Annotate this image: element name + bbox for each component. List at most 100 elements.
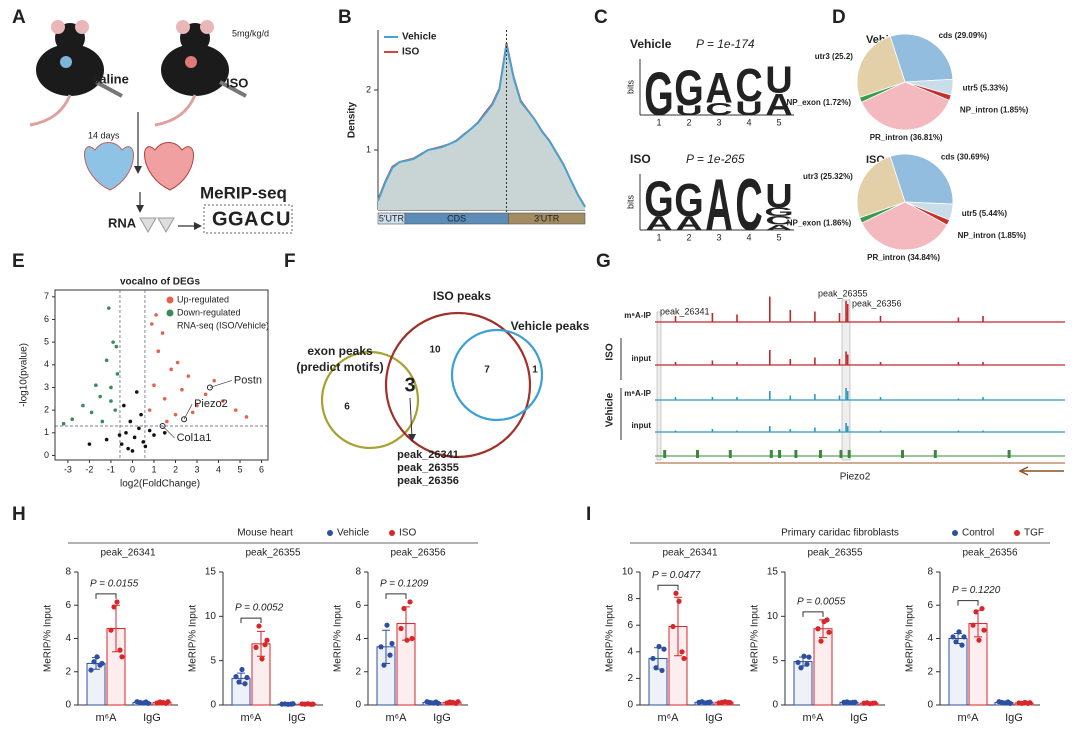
y-tick-label: 4 (355, 633, 361, 644)
point (130, 449, 135, 453)
density-area (378, 45, 585, 210)
point (981, 627, 987, 633)
region-label: CDS (447, 213, 466, 223)
point (795, 659, 801, 666)
point (154, 313, 158, 317)
slice-label: PR_intron (36.81%) (870, 133, 943, 142)
track-label: input (631, 354, 651, 363)
point (124, 431, 128, 435)
logo-letter: U (765, 176, 792, 215)
legend-label: ISO (402, 47, 419, 58)
exon (728, 450, 732, 458)
point (113, 408, 118, 412)
gene-label: Piezo2 (840, 472, 871, 483)
peak-label: peak_26341 (660, 306, 710, 316)
point (455, 699, 461, 705)
point (679, 649, 685, 655)
logo-letter: U (735, 98, 762, 119)
point (656, 643, 662, 650)
gene-label: Piezo2 (194, 398, 228, 410)
bar (948, 638, 968, 706)
gene-point (181, 416, 188, 423)
point (653, 665, 659, 671)
legend-marker (389, 530, 395, 536)
point (119, 442, 124, 446)
point (128, 419, 133, 424)
point (387, 652, 393, 658)
axis-title: MeRIP/% Input (43, 605, 54, 672)
point (953, 639, 959, 645)
point (659, 667, 665, 674)
legend-label: Control (962, 528, 994, 539)
point (384, 622, 390, 628)
peak-label: peak_26355 (818, 288, 868, 298)
slice-label: NP_intron (1.85%) (960, 106, 1029, 115)
panel-label: B (338, 7, 352, 28)
logo-letter: A (705, 66, 732, 112)
region-label: 3'UTR (534, 213, 560, 223)
p-value: P = 1e-174 (696, 37, 755, 51)
y-tick-label: 2 (65, 666, 71, 677)
point (959, 642, 965, 648)
legend-label: TGF (1024, 528, 1044, 539)
logo-letter: G (674, 174, 703, 225)
y-tick-label: 3 (44, 382, 49, 392)
point (661, 646, 667, 652)
slice-label: NP_exon (1.86%) (787, 219, 852, 228)
x-tick-label: 2 (686, 117, 691, 127)
y-tick-label: 6 (65, 600, 71, 611)
exon (769, 450, 773, 458)
region-label: 5'UTR (379, 213, 405, 223)
p-value: P = 0.1209 (380, 579, 429, 590)
count: 1 (532, 365, 538, 376)
exon (933, 450, 937, 458)
chart-title: peak_26341 (662, 548, 717, 559)
panel-label: H (12, 504, 26, 525)
panel-title: Mouse heart (237, 528, 293, 539)
y-tick-label: 8 (627, 593, 633, 604)
exon (696, 450, 699, 458)
count: 10 (429, 345, 441, 356)
point (152, 383, 156, 388)
legend-marker (952, 530, 958, 536)
gene-label: Col1a1 (177, 432, 212, 444)
logo-letter: U (765, 59, 792, 101)
significance-bracket (657, 584, 679, 591)
region (508, 212, 586, 225)
slice-label: cds (30.69%) (941, 153, 990, 162)
point (108, 627, 114, 633)
point (798, 665, 804, 671)
point (389, 640, 395, 647)
p-value: P = 0.0477 (652, 570, 701, 581)
logo-letter: U (675, 103, 702, 118)
set-label: exon peaks (307, 344, 373, 358)
point (165, 699, 171, 705)
legend-label: Vehicle (402, 32, 437, 43)
x-tick-label: 2 (173, 464, 178, 474)
label: ISO (226, 75, 248, 90)
logo-letter: G (644, 60, 673, 129)
set-label: ISO peaks (433, 289, 491, 303)
y-tick-label: 2 (366, 84, 371, 94)
logo-letter: A (705, 165, 732, 247)
point (707, 699, 713, 705)
label: MeRIP-seq (200, 183, 287, 202)
axis-title: MeRIP/% Input (188, 605, 199, 672)
point (195, 403, 199, 408)
y-tick-label: 2 (355, 666, 361, 677)
slice-label: utr5 (5.44%) (962, 209, 1008, 218)
x-tick-label: m⁶A (657, 712, 679, 724)
exon (819, 450, 822, 458)
significance-bracket (802, 611, 824, 617)
axis-title: Density (347, 102, 358, 139)
x-tick-label: -3 (64, 464, 72, 474)
point (203, 392, 208, 397)
legend-marker (1014, 530, 1020, 536)
point (180, 387, 184, 392)
y-tick-label: 5 (44, 337, 49, 347)
y-tick-label: 0 (355, 700, 361, 711)
point (806, 654, 812, 660)
x-tick-label: 4 (216, 464, 221, 474)
point (1007, 700, 1013, 706)
point (152, 433, 156, 437)
